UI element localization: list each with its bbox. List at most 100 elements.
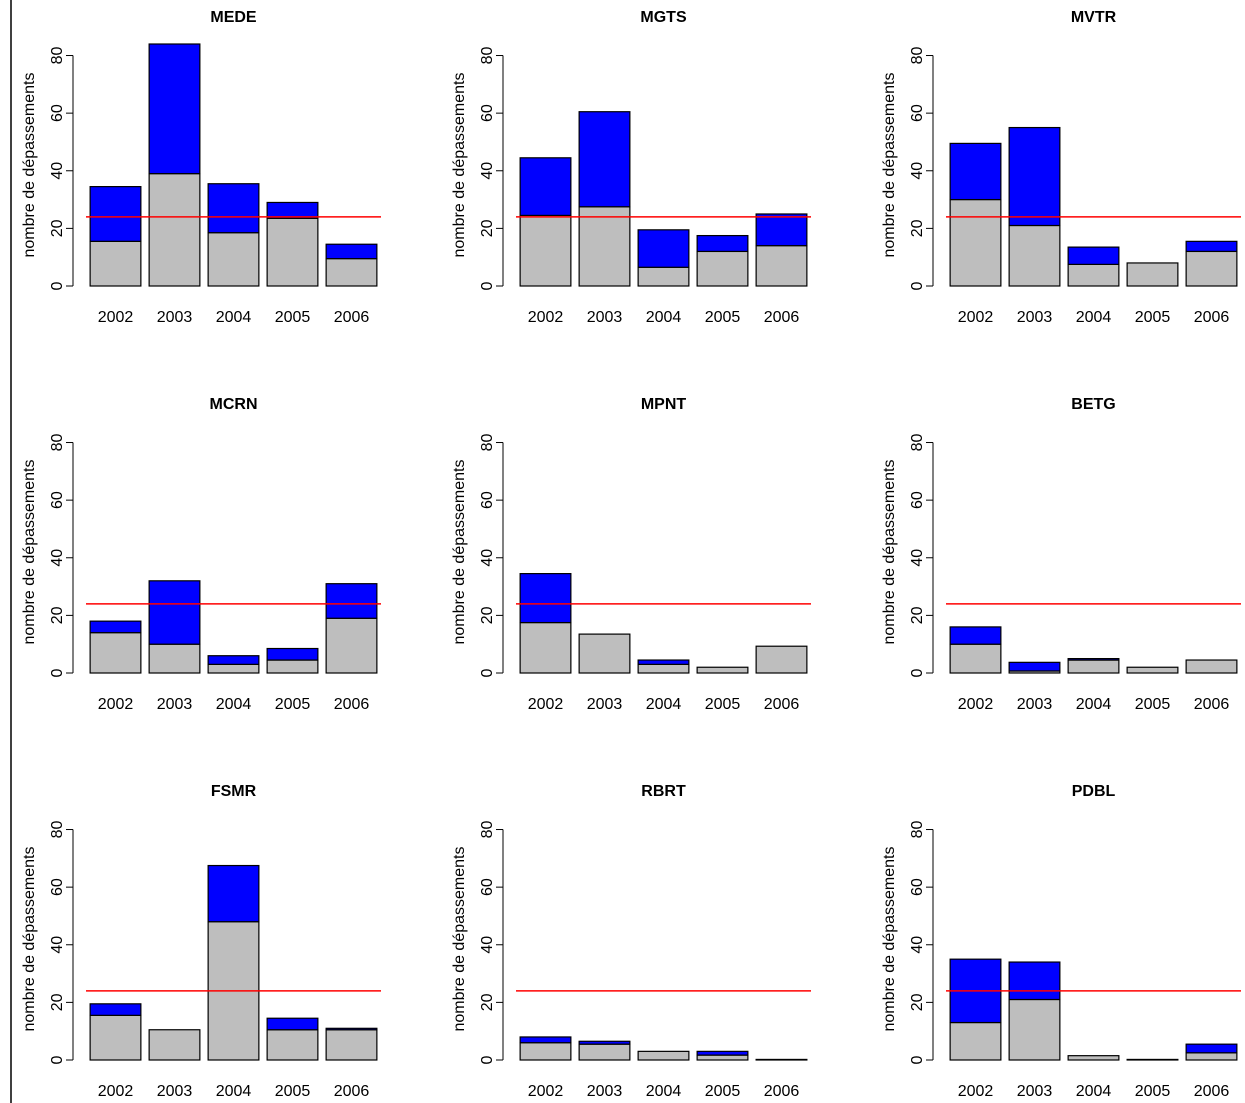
bar-segment [1008, 224, 1061, 287]
bar-segment [755, 645, 808, 674]
x-tick-label: 2005 [1135, 1083, 1171, 1100]
bar-segment [949, 626, 1002, 645]
y-tick-label: 20 [49, 219, 66, 237]
x-tick-label: 2005 [705, 1083, 741, 1100]
bar-segment [1008, 998, 1061, 1061]
y-tick-label: 40 [909, 549, 926, 567]
bar-segment [148, 1029, 201, 1061]
y-tick-label: 60 [479, 878, 496, 896]
x-tick-label: 2006 [764, 309, 800, 326]
bar-segment [696, 250, 749, 287]
x-tick-label: 2004 [646, 309, 682, 326]
bar-segment [148, 643, 201, 674]
bar-segment [266, 1017, 319, 1031]
y-tick-label: 60 [909, 878, 926, 896]
bar-segment [207, 232, 260, 287]
y-tick-label: 0 [49, 1055, 66, 1064]
bar-segment [1185, 250, 1238, 287]
y-axis-label: nombre de dépassements [451, 73, 468, 258]
bar-segment [325, 617, 378, 674]
bar-segment [1008, 961, 1061, 1001]
y-tick-label: 0 [479, 281, 496, 290]
x-tick-label: 2002 [958, 696, 994, 713]
y-axis-label: nombre de dépassements [881, 847, 898, 1032]
x-tick-label: 2006 [764, 696, 800, 713]
bar-segment [89, 240, 142, 287]
x-tick-label: 2002 [958, 1083, 994, 1100]
x-tick-label: 2006 [1194, 309, 1230, 326]
bar-segment [637, 1050, 690, 1061]
chart-title: MPNT [641, 396, 687, 413]
bar-segment [148, 580, 201, 645]
y-tick-label: 20 [49, 993, 66, 1011]
x-tick-label: 2004 [216, 309, 252, 326]
y-tick-label: 60 [909, 491, 926, 509]
x-tick-label: 2005 [275, 1083, 311, 1100]
x-tick-label: 2003 [587, 696, 623, 713]
bar-segment [1067, 657, 1120, 661]
bar-segment [1008, 661, 1061, 672]
bar-segment [949, 142, 1002, 201]
y-tick-label: 60 [49, 104, 66, 122]
y-tick-label: 0 [909, 1055, 926, 1064]
y-axis-label: nombre de dépassements [451, 460, 468, 645]
bar-segment [1067, 1055, 1120, 1061]
y-tick-label: 80 [909, 47, 926, 65]
y-tick-label: 60 [909, 104, 926, 122]
bar-segment [578, 206, 631, 287]
y-tick-label: 20 [909, 606, 926, 624]
y-axis-label: nombre de dépassements [21, 460, 38, 645]
x-tick-label: 2002 [528, 696, 564, 713]
x-tick-label: 2003 [157, 696, 193, 713]
bar-segment [637, 663, 690, 674]
x-tick-label: 2006 [764, 1083, 800, 1100]
y-axis-label: nombre de dépassements [881, 73, 898, 258]
y-tick-label: 40 [479, 162, 496, 180]
x-tick-label: 2006 [1194, 1083, 1230, 1100]
bar-segment [578, 1043, 631, 1061]
y-tick-label: 0 [479, 668, 496, 677]
y-tick-label: 80 [479, 434, 496, 452]
bar-segment [578, 1040, 631, 1045]
y-axis-label: nombre de dépassements [451, 847, 468, 1032]
bar-segment [755, 1058, 808, 1061]
y-tick-label: 20 [49, 606, 66, 624]
bar-segment [1185, 1052, 1238, 1061]
bar-segment [696, 666, 749, 674]
y-axis-label: nombre de dépassements [881, 460, 898, 645]
x-tick-label: 2006 [334, 1083, 370, 1100]
bar-segment [1126, 666, 1179, 674]
bar-segment [519, 573, 572, 624]
y-tick-label: 80 [49, 47, 66, 65]
x-tick-label: 2002 [528, 309, 564, 326]
y-tick-label: 40 [909, 162, 926, 180]
bar-segment [266, 647, 319, 661]
bar-segment [266, 217, 319, 287]
x-tick-label: 2004 [1076, 696, 1112, 713]
y-tick-label: 40 [479, 936, 496, 954]
y-tick-label: 40 [49, 162, 66, 180]
bar-segment [578, 633, 631, 674]
bar-segment [1126, 1058, 1179, 1061]
x-tick-label: 2006 [334, 696, 370, 713]
x-tick-label: 2004 [216, 696, 252, 713]
bar-segment [266, 201, 319, 219]
bar-segment [1126, 262, 1179, 287]
bar-segment [519, 214, 572, 287]
chart-title: PDBL [1072, 783, 1116, 800]
chart-title: MEDE [210, 9, 257, 26]
y-tick-label: 40 [909, 936, 926, 954]
x-tick-label: 2004 [1076, 309, 1112, 326]
bar-segment [207, 864, 260, 923]
bar-segment [755, 245, 808, 287]
bar-segment [519, 1042, 572, 1061]
y-axis-label: nombre de dépassements [21, 73, 38, 258]
bar-segment [637, 659, 690, 665]
x-tick-label: 2003 [157, 1083, 193, 1100]
bar-segment [1185, 1043, 1238, 1054]
y-tick-label: 60 [49, 878, 66, 896]
chart-title: MCRN [210, 396, 258, 413]
y-tick-label: 40 [479, 549, 496, 567]
x-tick-label: 2004 [1076, 1083, 1112, 1100]
bar-segment [148, 173, 201, 287]
